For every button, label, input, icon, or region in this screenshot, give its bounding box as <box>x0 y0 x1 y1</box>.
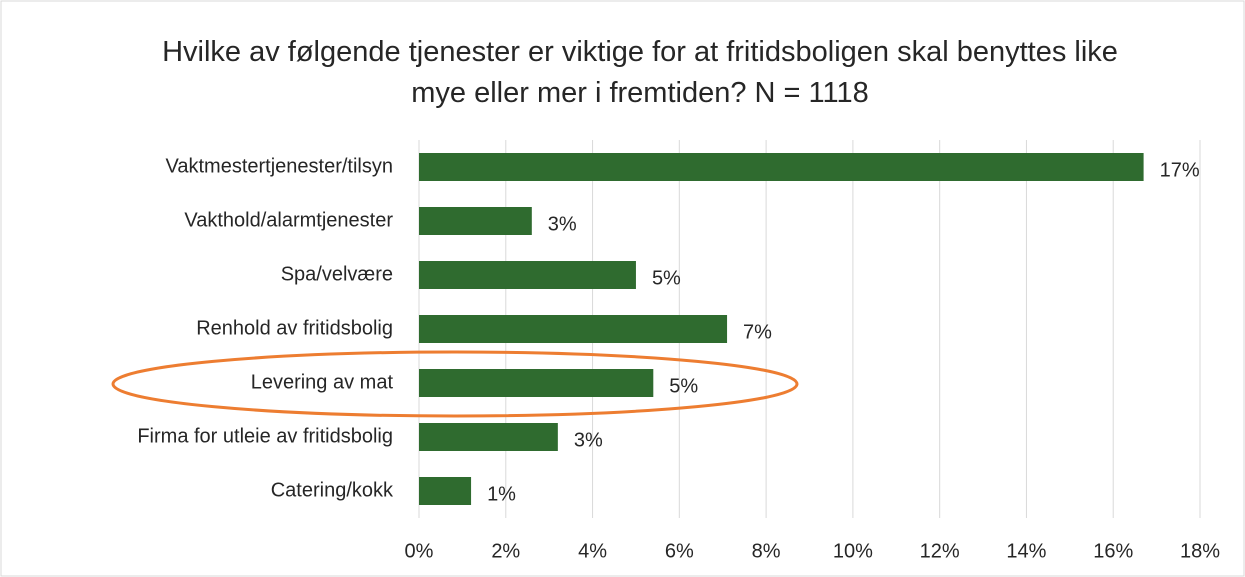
bar <box>419 207 532 235</box>
data-label: 5% <box>652 267 681 289</box>
x-tick-label: 14% <box>1006 540 1046 562</box>
x-tick-label: 16% <box>1093 540 1133 562</box>
data-label: 17% <box>1160 159 1200 181</box>
y-tick-label: Renhold av fritidsbolig <box>196 317 393 339</box>
y-tick-label: Spa/velvære <box>281 263 393 285</box>
bar <box>419 261 636 289</box>
x-tick-label: 12% <box>920 540 960 562</box>
x-tick-label: 2% <box>491 540 520 562</box>
x-tick-label: 4% <box>578 540 607 562</box>
y-tick-label: Firma for utleie av fritidsbolig <box>137 425 393 447</box>
y-tick-label: Vaktmestertjenester/tilsyn <box>166 155 394 177</box>
bar <box>419 315 728 343</box>
x-tick-label: 8% <box>752 540 781 562</box>
y-tick-label: Vakthold/alarmtjenester <box>184 209 393 231</box>
x-tick-label: 10% <box>833 540 873 562</box>
data-label: 3% <box>574 429 603 451</box>
data-label: 7% <box>743 321 772 343</box>
chart-title: Hvilke av følgende tjenester er viktige … <box>162 36 1118 109</box>
y-tick-label: Levering av mat <box>251 371 394 393</box>
data-label: 5% <box>669 375 698 397</box>
data-label: 1% <box>487 483 516 505</box>
bar <box>419 423 558 451</box>
highlight-ellipse <box>111 350 799 418</box>
bar <box>419 369 654 397</box>
bar <box>419 153 1144 181</box>
x-tick-label: 18% <box>1180 540 1220 562</box>
x-tick-label: 0% <box>405 540 434 562</box>
y-tick-label: Catering/kokk <box>271 479 394 501</box>
x-tick-label: 6% <box>665 540 694 562</box>
data-label: 3% <box>548 213 577 235</box>
bar <box>419 477 472 505</box>
